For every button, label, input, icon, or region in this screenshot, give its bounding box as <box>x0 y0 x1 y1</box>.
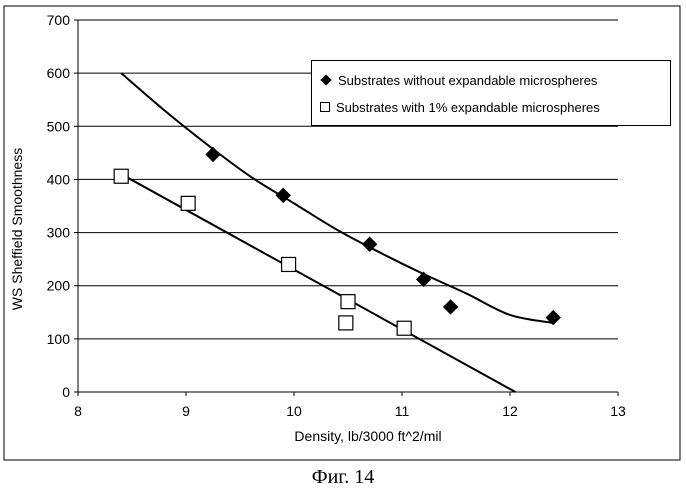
legend-label-without: Substrates without expandable microspher… <box>338 73 597 88</box>
data-point-with <box>181 196 195 210</box>
data-point-with <box>341 295 355 309</box>
y-tick-label: 300 <box>47 225 71 241</box>
data-point-with <box>397 321 411 335</box>
filled-diamond-icon <box>320 74 332 86</box>
data-point-without <box>417 272 431 286</box>
figure-caption: Фиг. 14 <box>0 466 686 489</box>
y-tick-label: 400 <box>47 171 71 187</box>
data-point-with <box>282 257 296 271</box>
y-tick-label: 700 <box>47 12 71 28</box>
legend-item-with: Substrates with 1% expandable microspher… <box>320 96 600 118</box>
data-point-without <box>444 300 458 314</box>
y-axis-title: WS Sheffield Smoothness <box>9 148 25 310</box>
data-point-with <box>114 169 128 183</box>
legend-item-without: Substrates without expandable microspher… <box>320 69 597 91</box>
x-axis-title: Density, lb/3000 ft^2/mil <box>294 428 441 444</box>
y-tick-label: 600 <box>47 65 71 81</box>
legend: Substrates without expandable microspher… <box>311 60 671 126</box>
data-point-with <box>339 316 353 330</box>
legend-label-with: Substrates with 1% expandable microspher… <box>336 100 600 115</box>
x-tick-label: 8 <box>74 403 82 419</box>
x-tick-label: 13 <box>610 403 626 419</box>
y-tick-label: 100 <box>47 331 71 347</box>
x-tick-label: 12 <box>502 403 518 419</box>
open-square-icon <box>320 102 330 112</box>
y-tick-label: 0 <box>62 384 70 400</box>
data-point-without <box>206 147 220 161</box>
x-tick-label: 9 <box>182 403 190 419</box>
y-tick-label: 500 <box>47 118 71 134</box>
y-tick-label: 200 <box>47 278 71 294</box>
trendline-with <box>121 174 515 392</box>
x-tick-label: 10 <box>286 403 302 419</box>
x-tick-label: 11 <box>395 403 410 419</box>
